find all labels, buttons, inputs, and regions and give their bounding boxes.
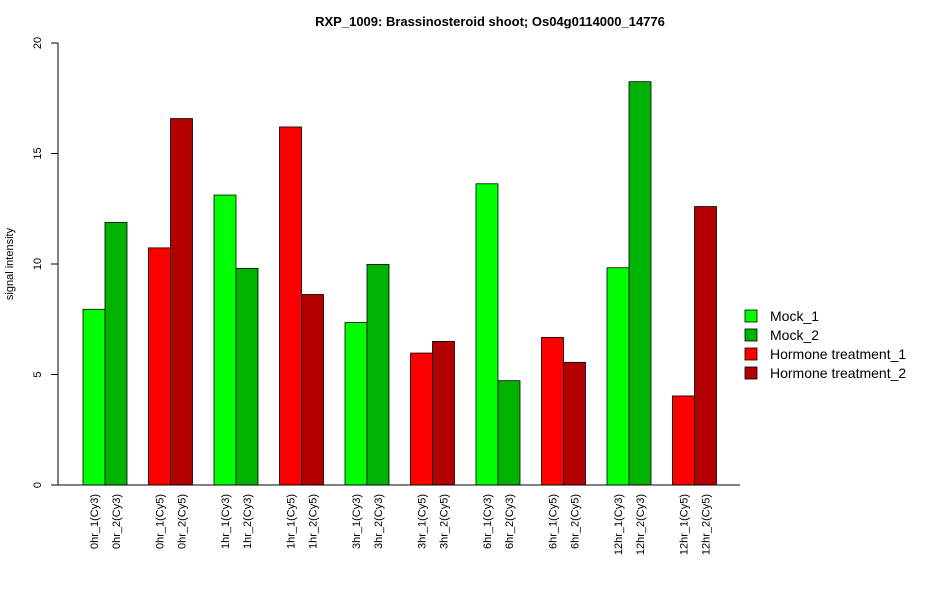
- legend-swatch: [744, 328, 758, 342]
- x-tick-label: 6hr_2(Cy3): [504, 494, 516, 549]
- x-tick-label: 0hr_1(Cy5): [155, 494, 167, 549]
- legend-swatch: [744, 309, 758, 323]
- x-tick-label: 1hr_1(Cy3): [220, 494, 232, 549]
- y-tick-label: 5: [32, 371, 44, 377]
- bar: [628, 81, 652, 486]
- legend-label: Hormone treatment_2: [770, 365, 906, 381]
- x-tick-label: 1hr_2(Cy3): [242, 494, 254, 549]
- bar: [301, 294, 324, 486]
- bars: [82, 81, 717, 486]
- x-tick-labels: 0hr_1(Cy3) 0hr_2(Cy3) 0hr_1(Cy5) 0hr_2(Cy5)…: [89, 494, 713, 555]
- bar: [432, 340, 455, 486]
- bar: [694, 206, 717, 486]
- bar: [148, 247, 171, 486]
- legend-swatch: [744, 366, 758, 380]
- bar: [279, 126, 302, 486]
- x-tick-label: 12hr_1(Cy5): [679, 494, 691, 555]
- y-axis-label: signal intensity: [4, 227, 16, 300]
- y-axis: 0 5 10 15 20: [32, 37, 59, 488]
- x-tick-label: 3hr_2(Cy3): [373, 494, 385, 549]
- legend: Mock_1 Mock_2 Hormone treatment_1 Hormone t…: [744, 308, 906, 381]
- x-tick-label: 12hr_1(Cy3): [613, 494, 625, 555]
- bar: [104, 222, 128, 486]
- bar: [410, 352, 433, 486]
- chart-title: RXP_1009: Brassinosteroid shoot; Os04g01…: [315, 14, 665, 29]
- x-tick-label: 6hr_1(Cy3): [482, 494, 494, 549]
- legend-label: Hormone treatment_1: [770, 346, 906, 362]
- y-tick-label: 15: [32, 147, 44, 159]
- bar: [541, 336, 564, 486]
- x-tick-label: 6hr_2(Cy5): [570, 494, 582, 549]
- bar: [366, 264, 390, 486]
- bar: [170, 118, 193, 486]
- y-tick-label: 20: [32, 37, 44, 49]
- bar: [563, 361, 586, 486]
- bar: [497, 380, 521, 486]
- x-tick-label: 12hr_2(Cy3): [635, 494, 647, 555]
- bar: [475, 183, 499, 486]
- x-tick-label: 1hr_1(Cy5): [286, 494, 298, 549]
- bar: [672, 395, 695, 486]
- bar: [235, 268, 259, 486]
- bar: [344, 322, 368, 486]
- x-tick-label: 0hr_1(Cy3): [89, 494, 101, 549]
- y-tick-label: 10: [32, 258, 44, 270]
- x-tick-label: 3hr_1(Cy5): [417, 494, 429, 549]
- legend-label: Mock_1: [770, 308, 819, 324]
- x-tick-label: 0hr_2(Cy3): [111, 494, 123, 549]
- x-tick-label: 1hr_2(Cy5): [308, 494, 320, 549]
- x-tick-label: 6hr_1(Cy5): [548, 494, 560, 549]
- x-tick-label: 3hr_1(Cy3): [351, 494, 363, 549]
- bar: [213, 194, 237, 486]
- x-tick-label: 12hr_2(Cy5): [701, 494, 713, 555]
- legend-swatch: [744, 347, 758, 361]
- bar: [82, 308, 106, 486]
- bar: [606, 267, 630, 486]
- x-tick-label: 3hr_2(Cy5): [439, 494, 451, 549]
- legend-label: Mock_2: [770, 327, 819, 343]
- y-tick-label: 0: [32, 482, 44, 488]
- x-tick-label: 0hr_2(Cy5): [177, 494, 189, 549]
